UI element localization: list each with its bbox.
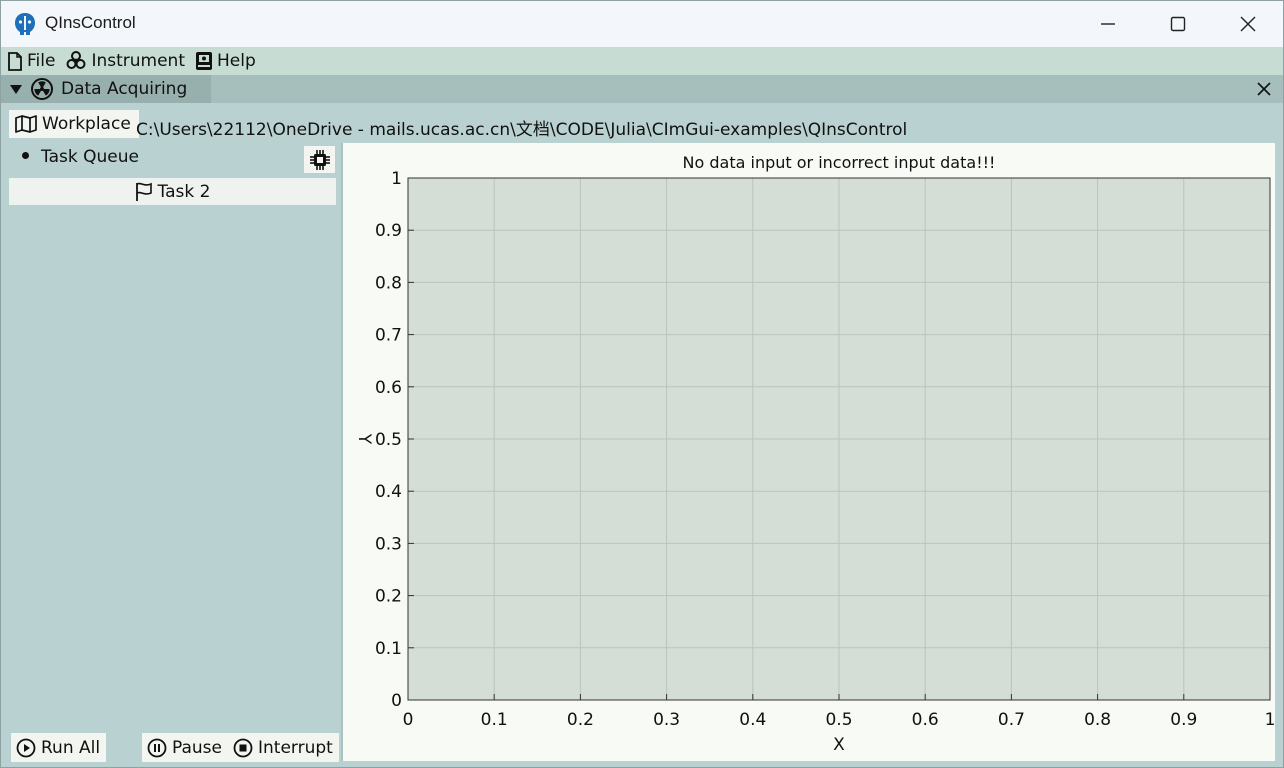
plot-panel: 0 0.1 0.2 0.3 0.4 0.5 0.6 0.7 0.8 0.9 1 0 0.1 0.2 0.3 0… xyxy=(341,143,1276,761)
minimize-button[interactable] xyxy=(1073,1,1143,47)
workplace-button[interactable]: Workplace xyxy=(9,110,139,138)
play-circle-icon xyxy=(16,738,36,757)
task-item[interactable]: Task 2 xyxy=(9,178,336,205)
workplace-button-label: Workplace xyxy=(42,114,131,134)
x-tick-label: 0.1 xyxy=(481,710,508,730)
x-tick-label: 0.7 xyxy=(998,710,1025,730)
flag-icon xyxy=(135,182,152,201)
interrupt-button[interactable]: Interrupt xyxy=(228,733,339,762)
app-logo-icon xyxy=(15,13,35,35)
pause-circle-icon xyxy=(147,738,167,757)
y-tick-label: 0.2 xyxy=(375,587,402,607)
maximize-icon xyxy=(1170,16,1186,32)
workplace-path: C:\Users\22112\OneDrive - mails.ucas.ac.… xyxy=(136,120,908,140)
y-tick-label: 0.7 xyxy=(375,326,402,346)
menu-file[interactable]: File xyxy=(1,47,59,75)
x-tick-label: 1 xyxy=(1265,710,1276,730)
pause-button[interactable]: Pause xyxy=(142,733,228,762)
menu-help-label: Help xyxy=(217,51,256,71)
interrupt-label: Interrupt xyxy=(258,737,333,758)
x-tick-label: 0.6 xyxy=(912,710,939,730)
close-icon[interactable] xyxy=(1255,80,1273,98)
x-tick-label: 0.8 xyxy=(1084,710,1111,730)
dock-header: Data Acquiring xyxy=(1,75,1283,103)
dock-tab-label: Data Acquiring xyxy=(61,79,188,99)
x-tick-label: 0.9 xyxy=(1170,710,1197,730)
collapse-arrow-icon[interactable] xyxy=(9,83,23,95)
y-tick-label: 0.9 xyxy=(375,221,402,241)
y-tick-label: 0.6 xyxy=(375,378,402,398)
task-queue-panel: Task Queue Task 2 xyxy=(1,143,339,767)
menu-file-label: File xyxy=(27,51,56,71)
menu-instrument-label: Instrument xyxy=(91,51,185,71)
biohazard-icon xyxy=(66,51,86,69)
close-icon xyxy=(1240,16,1256,32)
plot-frame xyxy=(407,177,1271,701)
task-item-label: Task 2 xyxy=(157,181,211,202)
menu-bar: File Instrument Help xyxy=(1,47,1283,75)
task-queue-label: Task Queue xyxy=(41,147,139,167)
run-all-button[interactable]: Run All xyxy=(11,733,107,762)
x-tick-label: 0.4 xyxy=(739,710,766,730)
task-queue-header[interactable]: Task Queue xyxy=(1,143,339,173)
minimize-icon xyxy=(1101,23,1115,25)
radiation-icon xyxy=(31,78,53,100)
y-tick-label: 0.1 xyxy=(375,639,402,659)
y-tick-label: 0.3 xyxy=(375,534,402,554)
title-bar[interactable]: QInsControl xyxy=(1,1,1283,47)
tree-bullet-icon xyxy=(22,152,29,159)
x-tick-label: 0.2 xyxy=(567,710,594,730)
workplace-row: Workplace C:\Users\22112\OneDrive - mail… xyxy=(1,103,1283,143)
window-title: QInsControl xyxy=(45,13,136,32)
help-book-icon xyxy=(196,52,212,70)
maximize-button[interactable] xyxy=(1143,1,1213,47)
pause-label: Pause xyxy=(172,737,222,758)
x-tick-label: 0 xyxy=(403,710,414,730)
right-edge-strip xyxy=(1275,103,1283,767)
stop-circle-icon xyxy=(233,738,253,757)
chart-title: No data input or incorrect input data!!! xyxy=(683,153,996,172)
close-window-button[interactable] xyxy=(1213,1,1283,47)
y-tick-label: 0.8 xyxy=(375,273,402,293)
y-axis-label: Y xyxy=(354,433,374,445)
menu-instrument[interactable]: Instrument xyxy=(59,47,189,75)
x-axis-label: X xyxy=(833,735,845,755)
chip-icon xyxy=(309,149,330,170)
file-icon xyxy=(8,51,22,71)
y-tick-label: 0.4 xyxy=(375,482,402,502)
y-tick-label: 0.5 xyxy=(375,430,402,450)
tab-data-acquiring[interactable]: Data Acquiring xyxy=(1,75,211,103)
y-tick-label: 1 xyxy=(391,169,402,189)
plot-canvas[interactable]: 0 0.1 0.2 0.3 0.4 0.5 0.6 0.7 0.8 0.9 1 0 0.1 0.2 0.3 0… xyxy=(343,143,1276,761)
x-tick-label: 0.5 xyxy=(825,710,852,730)
menu-help[interactable]: Help xyxy=(189,47,260,75)
y-tick-label: 0 xyxy=(391,691,402,711)
run-all-label: Run All xyxy=(41,737,101,758)
map-icon xyxy=(15,115,37,133)
x-tick-label: 0.3 xyxy=(653,710,680,730)
task-settings-button[interactable] xyxy=(304,146,335,173)
